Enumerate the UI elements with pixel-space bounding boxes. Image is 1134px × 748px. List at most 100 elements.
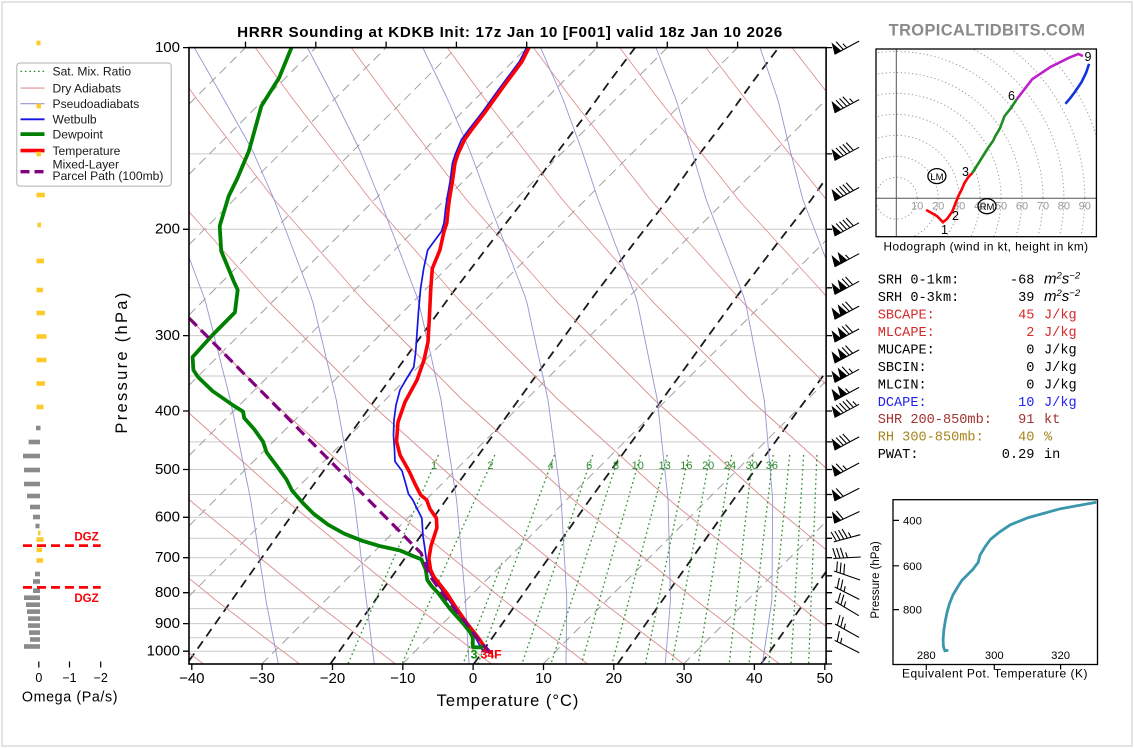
svg-text:0: 0 [1026, 343, 1034, 358]
svg-text:Dry Adiabats: Dry Adiabats [53, 81, 122, 95]
svg-text:−2: −2 [94, 671, 108, 685]
svg-text:280: 280 [917, 650, 936, 662]
svg-text:2: 2 [952, 209, 959, 223]
svg-text:MLCIN:: MLCIN: [878, 378, 927, 393]
svg-text:Sat. Mix. Ratio: Sat. Mix. Ratio [53, 65, 132, 79]
svg-text:J/kg: J/kg [1044, 396, 1077, 411]
svg-text:900: 900 [155, 615, 180, 632]
svg-text:2: 2 [487, 460, 493, 472]
svg-text:30: 30 [746, 460, 758, 472]
svg-text:Temperature (°C): Temperature (°C) [437, 692, 580, 710]
svg-text:Wetbulb: Wetbulb [53, 113, 97, 127]
svg-text:−40: −40 [179, 670, 204, 687]
svg-text:320: 320 [1051, 650, 1070, 662]
svg-text:Dewpoint: Dewpoint [53, 127, 104, 141]
svg-text:16: 16 [680, 460, 692, 472]
svg-text:40: 40 [746, 670, 763, 687]
svg-text:100: 100 [155, 39, 180, 56]
svg-text:0: 0 [35, 671, 42, 685]
svg-text:−1: −1 [62, 671, 76, 685]
svg-text:10: 10 [1018, 396, 1034, 411]
svg-text:3: 3 [471, 648, 478, 662]
svg-text:40: 40 [974, 201, 986, 213]
svg-text:600: 600 [903, 561, 922, 573]
svg-text:4: 4 [548, 460, 554, 472]
svg-text:20: 20 [605, 670, 622, 687]
svg-text:−30: −30 [249, 670, 274, 687]
svg-text:500: 500 [155, 461, 180, 478]
svg-text:TROPICALTIDBITS.COM: TROPICALTIDBITS.COM [889, 22, 1086, 40]
svg-text:DGZ: DGZ [74, 532, 98, 544]
svg-text:8: 8 [613, 460, 619, 472]
svg-text:700: 700 [155, 549, 180, 566]
svg-text:Pressure (hPa): Pressure (hPa) [113, 290, 131, 433]
svg-text:DGZ: DGZ [74, 593, 98, 605]
svg-text:0: 0 [469, 670, 477, 687]
svg-text:10: 10 [632, 460, 644, 472]
svg-text:39: 39 [1018, 291, 1034, 306]
svg-text:50: 50 [816, 670, 833, 687]
svg-text:SBCAPE:: SBCAPE: [878, 309, 935, 324]
svg-text:J/kg: J/kg [1044, 309, 1077, 324]
svg-text:1: 1 [941, 223, 948, 237]
svg-text:20: 20 [702, 460, 714, 472]
svg-text:13: 13 [658, 460, 670, 472]
svg-text:−10: −10 [390, 670, 415, 687]
svg-text:800: 800 [155, 584, 180, 601]
svg-text:SRH 0-1km:: SRH 0-1km: [878, 274, 960, 289]
svg-text:LM: LM [930, 172, 943, 183]
svg-text:−20: −20 [320, 670, 345, 687]
svg-text:6: 6 [586, 460, 592, 472]
svg-text:SRH 0-3km:: SRH 0-3km: [878, 291, 960, 306]
svg-text:J/kg: J/kg [1044, 326, 1077, 341]
svg-text:90: 90 [1079, 201, 1091, 213]
svg-text:300: 300 [155, 327, 180, 344]
svg-text:Pseudoadiabats: Pseudoadiabats [53, 97, 140, 111]
svg-text:91: 91 [1018, 413, 1034, 428]
svg-text:J/kg: J/kg [1044, 343, 1077, 358]
svg-text:34F: 34F [481, 648, 503, 662]
svg-text:RH 300-850mb:: RH 300-850mb: [878, 431, 984, 446]
svg-text:70: 70 [1037, 201, 1049, 213]
svg-text:1000: 1000 [147, 643, 180, 660]
svg-text:SHR 200-850mb:: SHR 200-850mb: [878, 413, 992, 428]
svg-text:Pressure (hPa): Pressure (hPa) [870, 541, 882, 619]
svg-text:9: 9 [1085, 50, 1092, 64]
svg-text:1: 1 [431, 460, 437, 472]
svg-text:40: 40 [1018, 431, 1034, 446]
svg-text:24: 24 [724, 460, 736, 472]
svg-text:2: 2 [1026, 326, 1034, 341]
svg-text:in: in [1044, 448, 1060, 463]
svg-text:Mixed-Layer: Mixed-Layer [53, 157, 120, 171]
svg-text:600: 600 [155, 509, 180, 526]
svg-text:MUCAPE:: MUCAPE: [878, 343, 935, 358]
svg-text:DCAPE:: DCAPE: [878, 396, 927, 411]
svg-text:Omega (Pa/s): Omega (Pa/s) [22, 690, 118, 706]
svg-text:400: 400 [903, 515, 922, 527]
svg-text:80: 80 [1058, 201, 1070, 213]
svg-text:50: 50 [995, 201, 1007, 213]
svg-text:10: 10 [535, 670, 552, 687]
svg-text:60: 60 [1016, 201, 1028, 213]
svg-text:kt: kt [1044, 413, 1060, 428]
svg-text:36: 36 [766, 460, 778, 472]
svg-text:200: 200 [155, 221, 180, 238]
svg-text:Parcel Path (100mb): Parcel Path (100mb) [53, 169, 164, 183]
svg-text:-68: -68 [1010, 274, 1034, 289]
svg-text:10: 10 [911, 201, 923, 213]
svg-text:HRRR Sounding at KDKB Init: 17: HRRR Sounding at KDKB Init: 17z Jan 10 [… [237, 24, 783, 41]
svg-text:RM: RM [980, 202, 995, 213]
svg-text:45: 45 [1018, 309, 1034, 324]
svg-text:%: % [1044, 431, 1053, 446]
svg-text:300: 300 [985, 650, 1004, 662]
svg-text:0.29: 0.29 [1002, 448, 1035, 463]
svg-text:Temperature: Temperature [53, 144, 121, 158]
svg-text:MLCAPE:: MLCAPE: [878, 326, 935, 341]
svg-text:20: 20 [932, 201, 944, 213]
svg-text:Equivalent Pot. Temperature (K: Equivalent Pot. Temperature (K) [902, 667, 1088, 681]
svg-text:J/kg: J/kg [1044, 378, 1077, 393]
svg-text:400: 400 [155, 402, 180, 419]
svg-text:800: 800 [903, 605, 922, 617]
svg-text:SBCIN:: SBCIN: [878, 361, 927, 376]
svg-text:PWAT:: PWAT: [878, 448, 919, 463]
